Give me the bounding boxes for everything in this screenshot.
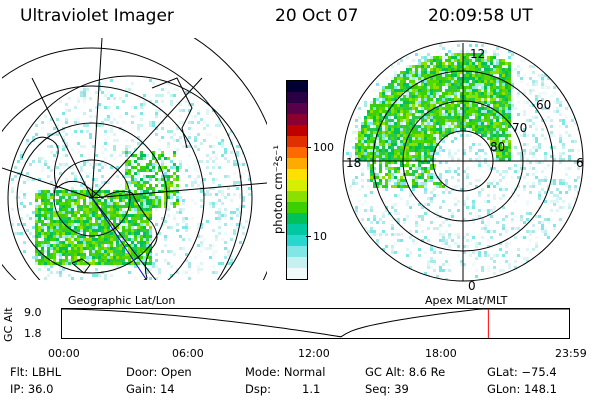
colorbar-segment: [287, 257, 307, 268]
mlat-label-60: 60: [536, 98, 552, 112]
filter-status: Flt: LBHL: [10, 365, 62, 379]
colorbar-segment: [287, 158, 307, 169]
altitude-plot: [61, 308, 570, 339]
colorbar-unit-label: photon cm⁻²s⁻¹: [271, 145, 285, 234]
colorbar-segment: [287, 147, 307, 158]
left-panel-label: Geographic Lat/Lon: [68, 294, 176, 307]
colorbar-segment: [287, 180, 307, 191]
colorbar-tick-10: [306, 236, 311, 237]
colorbar-segment: [287, 169, 307, 180]
dsp-value: 1.1: [302, 382, 321, 396]
x-tick-0000: 00:00: [48, 347, 80, 360]
observation-date: 20 Oct 07: [275, 6, 359, 26]
colorbar-segment: [287, 81, 307, 92]
colorbar-label-100: 100: [313, 141, 334, 154]
colorbar-segment: [287, 191, 307, 202]
colorbar-segment: [287, 136, 307, 147]
x-tick-1800: 18:00: [425, 347, 457, 360]
mlat-label-80: 80: [490, 140, 506, 154]
altitude-ylabel: GC Alt: [2, 307, 15, 342]
glat-status: GLat: −75.4: [487, 365, 557, 379]
auroral-emission-right: [346, 44, 583, 281]
x-tick-0600: 06:00: [172, 347, 204, 360]
dsp-label: Dsp:: [245, 382, 272, 396]
instrument-title: Ultraviolet Imager: [20, 6, 174, 26]
colorbar-segment: [287, 114, 307, 125]
mlt-label-12: 12: [470, 47, 486, 61]
x-tick-1200: 12:00: [298, 347, 330, 360]
colorbar-segment: [287, 224, 307, 235]
glon-status: GLon: 148.1: [487, 382, 557, 396]
geographic-image: [2, 38, 267, 280]
observation-time: 20:09:58 UT: [428, 6, 533, 26]
colorbar-segment: [287, 202, 307, 213]
right-panel-label: Apex MLat/MLT: [425, 294, 508, 307]
mlt-label-6: 6: [576, 156, 584, 170]
magnetic-image: [342, 40, 584, 282]
colorbar-segment: [287, 268, 307, 279]
colorbar-segment: [287, 125, 307, 136]
colorbar-segment: [287, 92, 307, 103]
gain-status: Gain: 14: [126, 382, 175, 396]
mlat-label-70: 70: [512, 121, 528, 135]
x-tick-2359: 23:59: [555, 347, 587, 360]
mlt-label-18: 18: [346, 156, 362, 170]
colorbar-segment: [287, 235, 307, 246]
colorbar-segment: [287, 103, 307, 114]
colorbar-segment: [287, 246, 307, 257]
altitude-tick-9: 9.0: [24, 306, 42, 319]
ip-status: IP: 36.0: [10, 382, 54, 396]
mode-status: Mode: Normal: [245, 365, 326, 379]
colorbar: [286, 80, 308, 280]
colorbar-label-10: 10: [313, 230, 327, 243]
seq-status: Seq: 39: [365, 382, 409, 396]
gc-alt-status: GC Alt: 8.6 Re: [365, 365, 446, 379]
colorbar-tick-100: [306, 147, 311, 148]
altitude-tick-1: 1.8: [24, 327, 42, 340]
mlt-label-0: 0: [468, 279, 476, 293]
colorbar-segment: [287, 213, 307, 224]
auroral-emission-left: [11, 79, 252, 280]
door-status: Door: Open: [126, 365, 192, 379]
